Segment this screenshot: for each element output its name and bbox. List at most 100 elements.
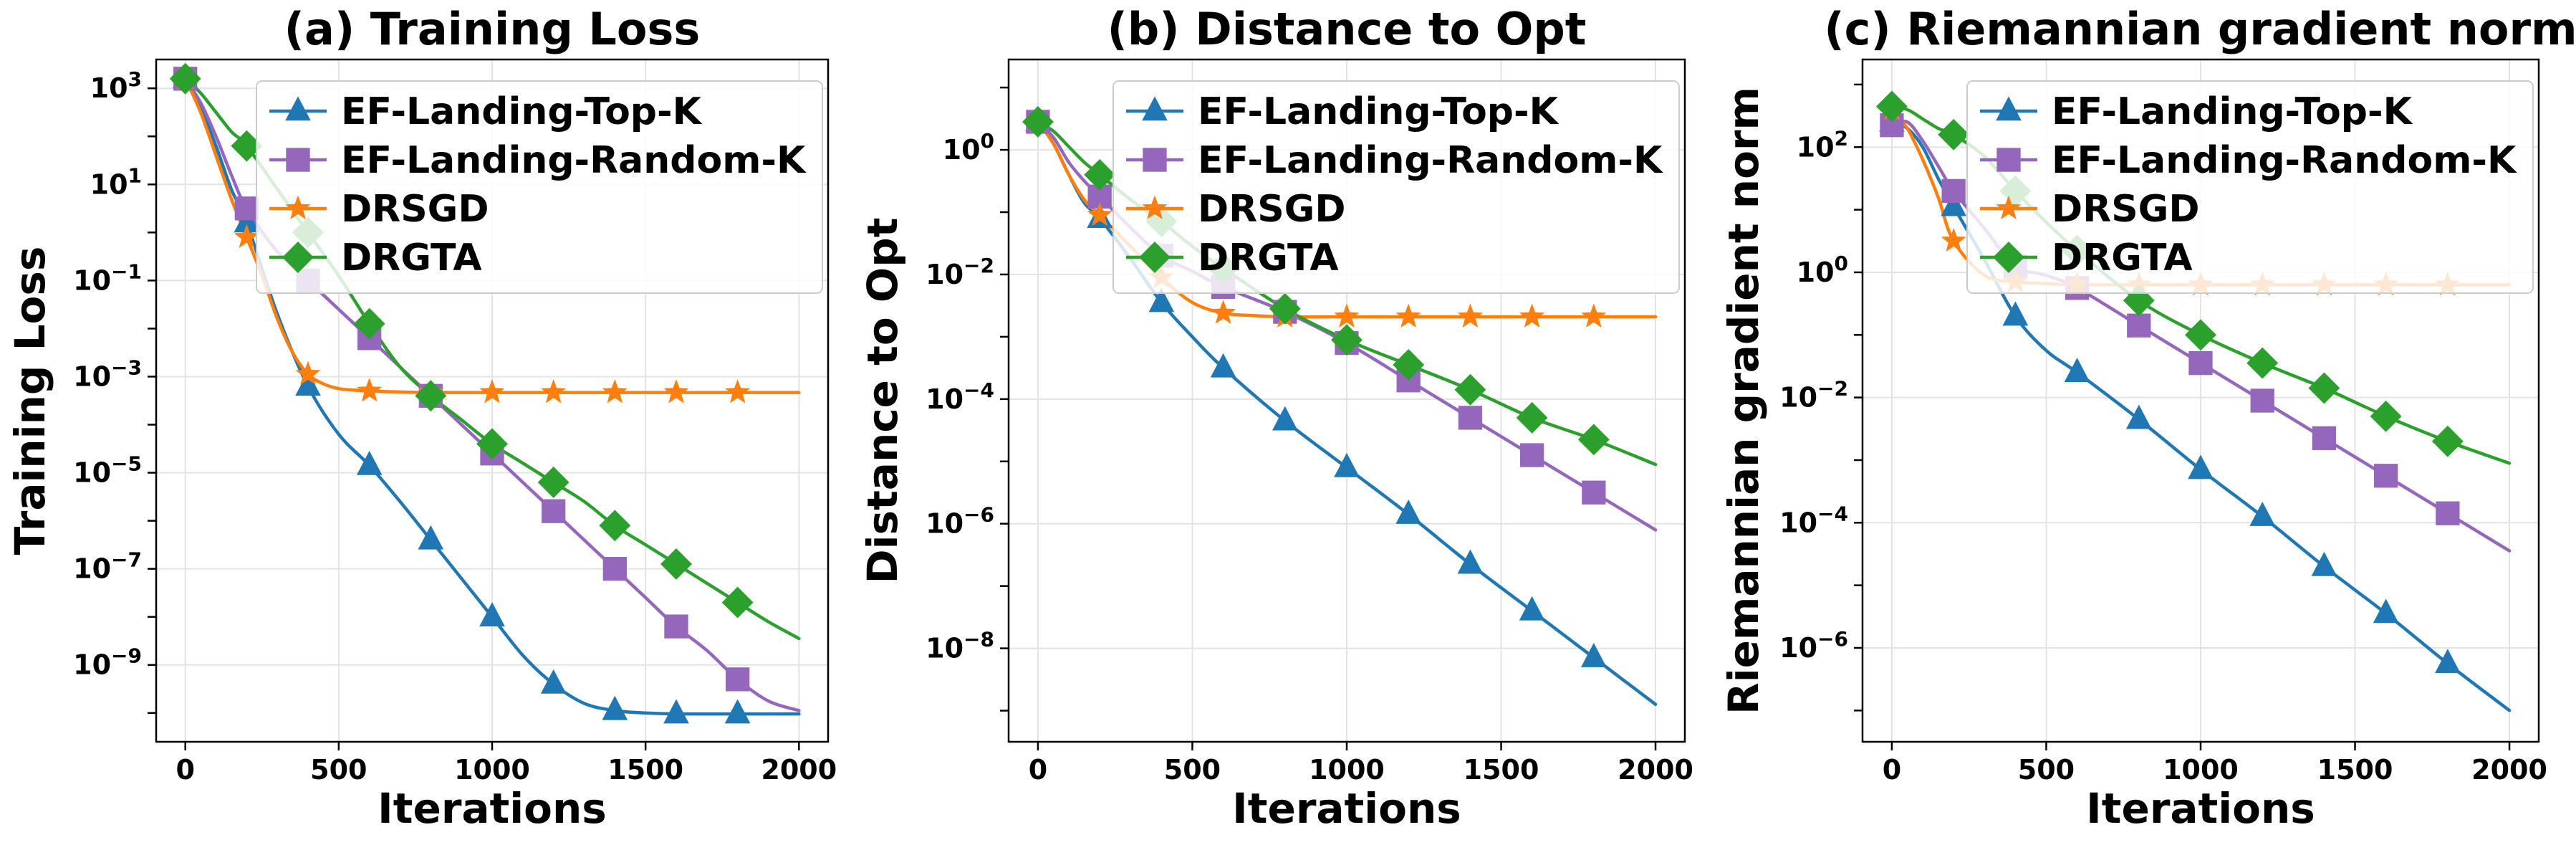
data-point-ef-landing-top-k [2249,501,2276,526]
panel-distance-to-opt: (b) Distance to Opt Iterations Distance … [858,3,1693,833]
y-tick-label: 10−3 [73,355,142,392]
data-point-drgta [1331,324,1363,356]
data-point-ef-landing-top-k [1334,452,1360,477]
legend-marker [286,148,310,172]
data-point-drsgd [1519,303,1545,328]
legend-label: DRGTA [341,237,482,280]
data-point-drgta [1577,424,1610,456]
y-tick-label: 10−5 [73,452,142,489]
data-point-drsgd [663,379,689,404]
x-tick-label: 0 [1029,754,1047,786]
panel-training-loss: (a) Training Loss Iterations Training Lo… [6,3,837,833]
legend-label: EF-Landing-Top-K [341,90,703,133]
data-point-drgta [2370,400,2402,432]
data-point-ef-landing-top-k [2311,551,2337,576]
data-point-ef-landing-random-k [2188,350,2213,376]
data-point-ef-landing-top-k [1210,353,1236,378]
data-point-ef-landing-top-k [479,602,505,626]
data-point-drsgd [479,379,505,404]
data-point-drsgd [234,224,259,248]
x-tick-label: 2000 [761,754,837,786]
data-point-ef-landing-top-k [2125,404,2152,429]
data-point-ef-landing-random-k [725,667,750,692]
data-point-ef-landing-top-k [2002,301,2029,326]
data-point-ef-landing-top-k [1457,549,1484,574]
data-point-ef-landing-top-k [1519,596,1545,621]
data-point-drgta [660,548,692,580]
y-tick-label: 10−4 [926,378,994,415]
data-point-drsgd [1087,201,1112,226]
panel-title: (a) Training Loss [284,3,701,55]
x-tick-label: 500 [1164,754,1221,786]
legend-label: DRSGD [341,188,489,231]
axis-ticks [1000,86,1657,750]
data-point-drgta [1938,118,1970,151]
x-tick-label: 2000 [1618,754,1693,786]
legend: EF-Landing-Top-K EF-Landing-Random-K DRSGD… [256,80,823,294]
series-line-ef-landing-top-k [1036,120,1658,707]
legend-marker [1139,242,1171,273]
legend-label: EF-Landing-Top-K [1198,90,1559,133]
data-point-drgta [721,586,754,619]
data-point-drsgd [725,379,751,404]
data-point-drgta [353,307,385,340]
data-point-ef-landing-top-k [663,699,689,724]
legend-label: EF-Landing-Random-K [1198,139,1663,182]
x-tick-label: 1500 [2317,754,2393,786]
y-tick-label: 101 [90,163,142,200]
legend-marker [282,242,314,273]
data-point-drsgd [1211,300,1236,324]
y-tick-label: 10−8 [926,628,994,664]
axis-ticks [1854,83,2511,750]
axes-frame [1861,58,2540,743]
data-point-drgta [1393,349,1425,381]
legend-marker [1996,195,2022,219]
y-tick-label: 100 [1797,252,1848,288]
data-point-ef-landing-random-k [1458,406,1483,430]
data-point-drgta [2246,347,2279,379]
legend-box [1966,80,2534,294]
legend-box [256,80,823,294]
axis-ticks [148,87,800,750]
data-point-drsgd [295,361,321,386]
y-axis-label: Riemannian gradient norm [1719,87,1768,715]
data-point-drsgd [1334,303,1360,328]
data-point-ef-landing-random-k [602,556,627,581]
data-point-ef-landing-top-k [1581,643,1607,667]
data-point-drsgd [602,379,628,404]
legend: EF-Landing-Top-K EF-Landing-Random-K DRSGD… [1112,80,1680,294]
data-point-ef-landing-top-k [2373,598,2399,624]
data-point-ef-landing-top-k [1148,287,1175,312]
y-axis-label: Training Loss [6,247,54,555]
data-point-drgta [1084,158,1116,191]
y-tick-label: 10−1 [73,259,142,296]
legend: EF-Landing-Top-K EF-Landing-Random-K DRSGD… [1966,80,2534,294]
data-point-drgta [1875,90,1908,123]
x-tick-label: 0 [176,754,194,786]
y-tick-label: 103 [90,67,142,104]
data-point-ef-landing-random-k [2250,388,2274,413]
y-tick-label: 10−9 [73,644,142,681]
data-point-ef-landing-random-k [2127,313,2151,338]
legend-label: DRSGD [2052,188,2200,231]
legend-label: DRGTA [2052,237,2193,280]
x-tick-label: 1500 [1464,754,1539,786]
data-point-drgta [169,62,201,95]
data-point-drsgd [541,379,567,404]
y-tick-label: 10−7 [73,548,142,585]
legend-marker [1143,148,1167,172]
x-tick-label: 1000 [1309,754,1385,786]
x-tick-label: 1000 [454,754,530,786]
data-point-ef-landing-top-k [1395,500,1422,524]
data-point-ef-landing-top-k [540,669,567,694]
data-point-drsgd [1395,303,1421,328]
legend-marker [1142,195,1168,219]
y-tick-label: 10−6 [926,503,994,540]
x-tick-label: 1500 [607,754,683,786]
x-tick-label: 0 [1883,754,1901,786]
x-tick-label: 500 [310,754,367,786]
legend-marker [285,195,311,219]
data-point-ef-landing-top-k [2435,649,2461,674]
data-point-drgta [2185,319,2216,351]
